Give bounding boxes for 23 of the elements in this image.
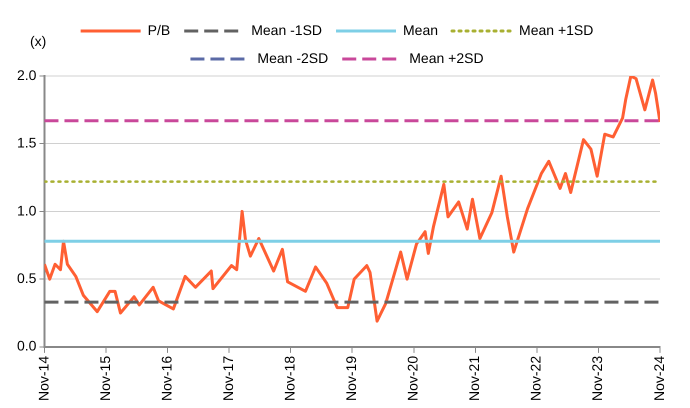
x-tick-label: Nov-21 — [466, 356, 482, 402]
x-tick-label: Nov-17 — [220, 356, 236, 402]
legend-label: Mean -2SD — [257, 50, 328, 66]
y-tick-label: 0.0 — [16, 338, 37, 354]
y-tick-label: 2.0 — [16, 66, 37, 83]
y-tick-label: 1.0 — [16, 202, 37, 218]
legend-label: Mean -1SD — [251, 22, 322, 38]
legend-label: Mean — [403, 22, 438, 38]
x-tick-label: Nov-20 — [404, 356, 421, 402]
legend-label: P/B — [148, 22, 170, 38]
x-tick-label: Nov-15 — [96, 356, 113, 402]
x-tick-label: Nov-16 — [158, 356, 174, 402]
y-tick-label: 1.5 — [16, 134, 37, 151]
x-tick-label: Nov-23 — [589, 356, 606, 402]
x-tick-label: Nov-22 — [528, 356, 544, 402]
x-tick-label: Nov-19 — [343, 356, 360, 402]
x-tick-label: Nov-14 — [35, 356, 52, 402]
legend-label: Mean +2SD — [409, 50, 484, 66]
x-tick-label: Nov-24 — [650, 356, 667, 402]
x-tick-label: Nov-18 — [282, 356, 298, 402]
y-tick-label: 0.5 — [16, 270, 37, 286]
legend-label: Mean +1SD — [519, 22, 594, 38]
y-axis-title: (x) — [30, 32, 46, 49]
